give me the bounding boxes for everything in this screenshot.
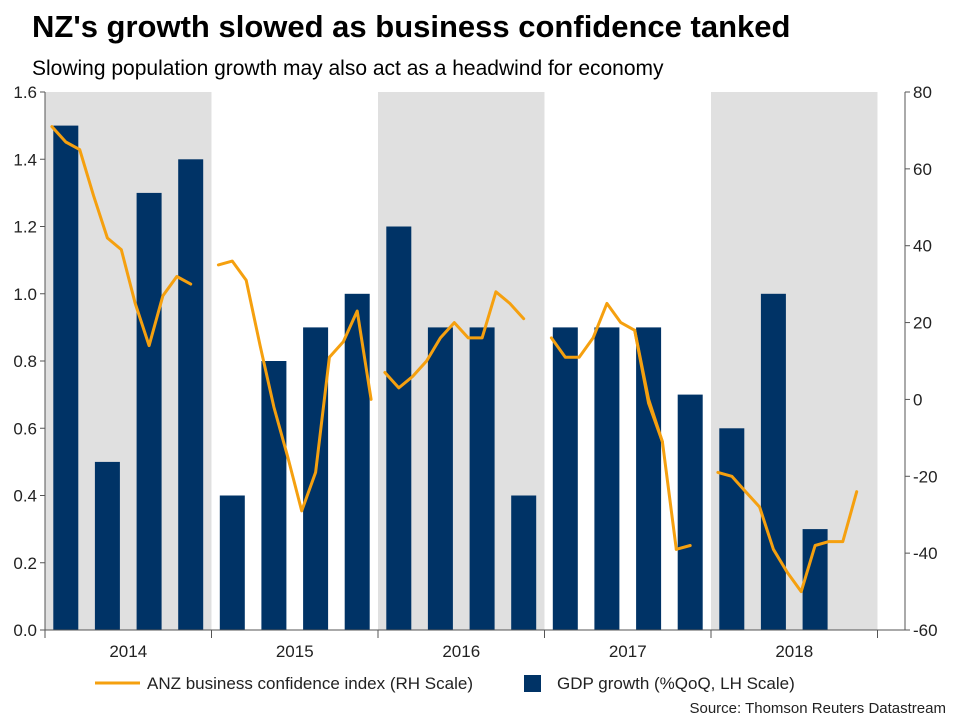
bar-2016Q3 bbox=[469, 327, 495, 630]
left-tick-label: 0.0 bbox=[13, 621, 37, 640]
x-tick-label-2014: 2014 bbox=[109, 642, 147, 661]
left-tick-label: 0.6 bbox=[13, 419, 37, 438]
axes: 0.0 0.2 0.4 0.6 0.8 1.0 1.2 1.4 1.6 -60 -40 -20 0 20 4… bbox=[13, 83, 937, 661]
right-tick-label: -40 bbox=[913, 544, 938, 563]
year-shading bbox=[45, 92, 878, 630]
bar-2014Q3 bbox=[136, 192, 162, 630]
left-tick-label: 0.8 bbox=[13, 352, 37, 371]
left-tick-label: 1.0 bbox=[13, 285, 37, 304]
line-segment-1 bbox=[216, 259, 373, 513]
x-tick-label-2016: 2016 bbox=[442, 642, 480, 661]
bar-2017Q3 bbox=[636, 327, 662, 630]
bar-2016Q4 bbox=[511, 495, 537, 630]
line-segment-4 bbox=[633, 328, 678, 551]
right-tick-label: 0 bbox=[913, 390, 922, 409]
right-tick-label: 40 bbox=[913, 237, 932, 256]
left-tick-label: 1.2 bbox=[13, 218, 37, 237]
bar-2014Q2 bbox=[94, 461, 120, 630]
bar-2016Q1 bbox=[386, 226, 412, 630]
legend-line-label: ANZ business confidence index (RH Scale) bbox=[147, 674, 473, 693]
left-tick-label: 0.2 bbox=[13, 554, 37, 573]
line-segment-6 bbox=[716, 470, 859, 594]
bar-2014Q4 bbox=[178, 159, 204, 631]
legend-bar-swatch bbox=[524, 675, 541, 692]
source-note: Source: Thomson Reuters Datastream bbox=[689, 700, 946, 717]
bar-2017Q1 bbox=[552, 327, 578, 630]
right-tick-label: -60 bbox=[913, 621, 938, 640]
right-tick-label: 20 bbox=[913, 314, 932, 333]
legend: ANZ business confidence index (RH Scale)… bbox=[95, 674, 795, 693]
bar-2017Q4 bbox=[677, 394, 703, 630]
left-tick-label: 1.6 bbox=[13, 83, 37, 102]
bar-2016Q2 bbox=[427, 327, 453, 630]
bar-2014Q1 bbox=[53, 125, 79, 630]
x-tick-label-2018: 2018 bbox=[775, 642, 813, 661]
x-tick-label-2015: 2015 bbox=[276, 642, 314, 661]
bar-2018Q2 bbox=[760, 293, 786, 631]
bar-2018Q1 bbox=[719, 428, 745, 631]
bar-series bbox=[53, 125, 828, 631]
bar-2015Q1 bbox=[219, 495, 245, 630]
bar-2015Q4 bbox=[344, 293, 370, 631]
line-segment-0 bbox=[50, 125, 193, 348]
right-tick-label: 80 bbox=[913, 83, 932, 102]
right-tick-label: 60 bbox=[913, 160, 932, 179]
left-tick-label: 0.4 bbox=[13, 487, 37, 506]
chart-title: NZ's growth slowed as business confidenc… bbox=[32, 9, 790, 44]
right-tick-label: -20 bbox=[913, 467, 938, 486]
x-tick-label-2017: 2017 bbox=[609, 642, 647, 661]
legend-bar-label: GDP growth (%QoQ, LH Scale) bbox=[557, 674, 795, 693]
line-series bbox=[50, 125, 859, 594]
line-segment-5 bbox=[674, 544, 692, 551]
line-segment-2 bbox=[383, 290, 526, 390]
chart-subtitle: Slowing population growth may also act a… bbox=[32, 57, 664, 80]
left-tick-label: 1.4 bbox=[13, 150, 37, 169]
bar-2015Q3 bbox=[303, 327, 329, 630]
bar-2017Q2 bbox=[594, 327, 620, 630]
